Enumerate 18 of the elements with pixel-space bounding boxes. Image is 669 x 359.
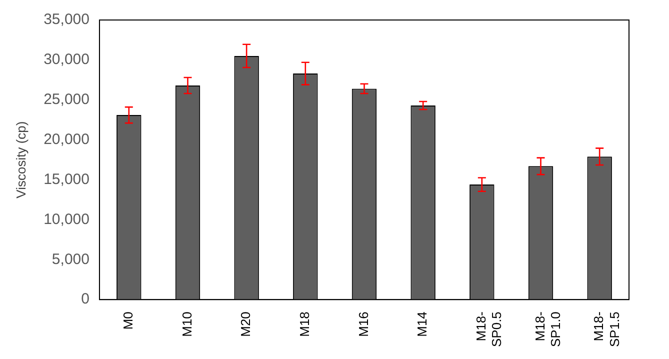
y-tick-label: 5,000	[52, 250, 90, 268]
y-axis-title: Viscosity (cp)	[13, 121, 28, 198]
y-tick-label: 10,000	[44, 210, 90, 228]
x-tick-label: M18-SP1.0	[532, 312, 563, 348]
y-tick-label: 35,000	[44, 11, 90, 28]
x-tick-label: M18-SP0.5	[473, 312, 504, 348]
x-tick-label: M0	[120, 312, 136, 330]
y-tick-label: 15,000	[44, 170, 90, 188]
y-tick-label: 0	[81, 290, 90, 308]
x-tick-label: M20	[238, 312, 254, 337]
x-tick-label: M10	[179, 312, 194, 337]
y-tick-label: 25,000	[44, 91, 90, 108]
x-tick-label: M18	[296, 312, 312, 337]
x-tick-label: M14	[414, 312, 430, 337]
x-tick-label: M18-SP1.5	[591, 312, 622, 348]
x-tick-label: M16	[356, 312, 371, 337]
y-tick-label: 20,000	[44, 130, 90, 148]
y-tick-label: 30,000	[44, 51, 90, 68]
